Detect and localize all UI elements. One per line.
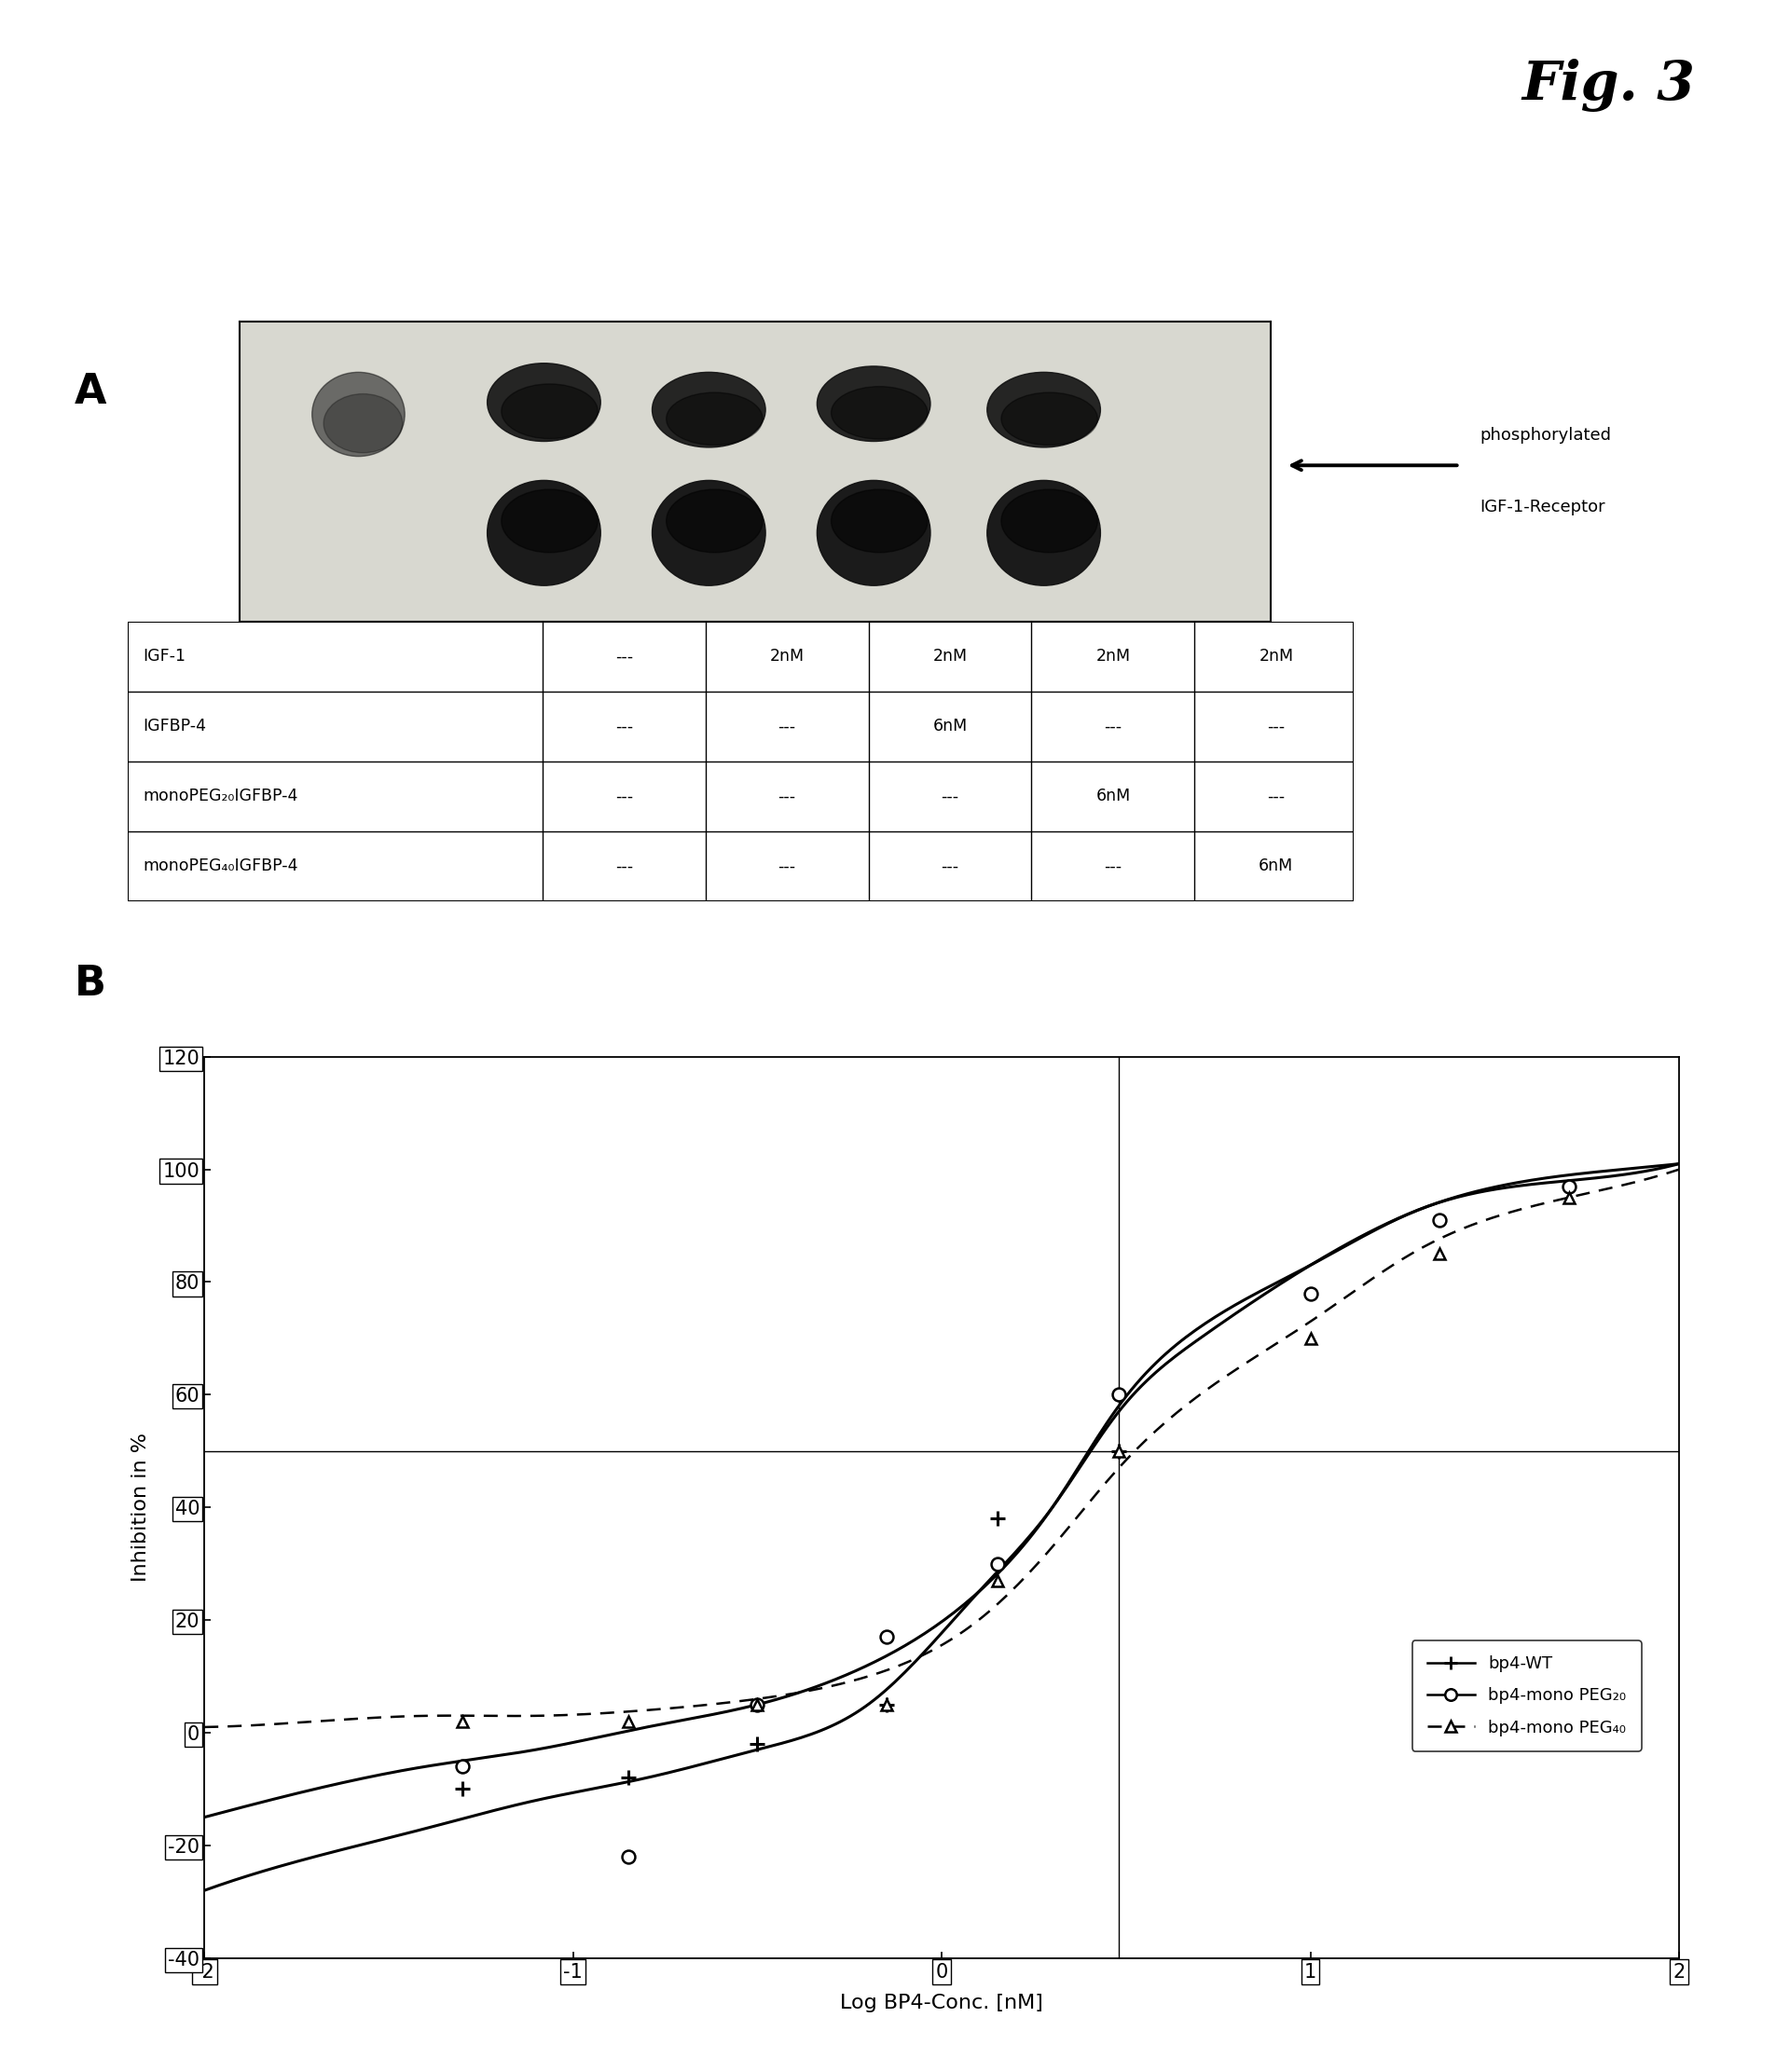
Text: 2nM: 2nM	[1257, 649, 1293, 665]
Ellipse shape	[1000, 489, 1098, 553]
Text: ---: ---	[941, 858, 959, 874]
bp4-WT	[746, 1732, 767, 1757]
Text: 2nM: 2nM	[1096, 649, 1130, 665]
bp4-WT	[1108, 1438, 1130, 1463]
Ellipse shape	[666, 489, 762, 553]
bp4-mono PEG₄₀	[618, 1709, 639, 1734]
bp4-mono PEG₂₀	[1428, 1208, 1449, 1233]
Legend: bp4-WT, bp4-mono PEG₂₀, bp4-mono PEG₄₀: bp4-WT, bp4-mono PEG₂₀, bp4-mono PEG₄₀	[1412, 1641, 1641, 1751]
Line: bp4-mono PEG₂₀: bp4-mono PEG₂₀	[456, 1179, 1574, 1863]
Ellipse shape	[987, 373, 1099, 448]
Text: ---: ---	[614, 787, 632, 804]
Ellipse shape	[501, 489, 597, 553]
Ellipse shape	[987, 481, 1099, 586]
Text: ---: ---	[1103, 719, 1121, 736]
bp4-mono PEG₂₀	[451, 1755, 472, 1780]
bp4-mono PEG₄₀	[1428, 1241, 1449, 1266]
bp4-mono PEG₂₀	[1298, 1280, 1320, 1305]
Text: 6nM: 6nM	[1096, 787, 1130, 804]
Ellipse shape	[666, 392, 762, 445]
bp4-mono PEG₄₀	[451, 1709, 472, 1734]
bp4-mono PEG₄₀	[986, 1569, 1007, 1593]
Y-axis label: Inhibition in %: Inhibition in %	[131, 1434, 149, 1581]
bp4-mono PEG₂₀	[746, 1693, 767, 1718]
bp4-WT	[451, 1776, 472, 1801]
Line: bp4-WT: bp4-WT	[455, 1444, 1126, 1796]
bp4-WT	[876, 1693, 897, 1718]
Ellipse shape	[831, 489, 927, 553]
Text: IGF-1-Receptor: IGF-1-Receptor	[1479, 499, 1604, 516]
bp4-mono PEG₄₀	[1558, 1185, 1579, 1210]
bp4-mono PEG₄₀	[876, 1693, 897, 1718]
Text: 6nM: 6nM	[932, 719, 966, 736]
bp4-mono PEG₂₀	[618, 1844, 639, 1869]
Text: ---: ---	[1266, 787, 1284, 804]
Text: ---: ---	[614, 649, 632, 665]
bp4-mono PEG₂₀	[1558, 1175, 1579, 1200]
Text: ---: ---	[941, 787, 959, 804]
bp4-WT	[618, 1765, 639, 1790]
Text: IGFBP-4: IGFBP-4	[142, 719, 206, 736]
bp4-mono PEG₄₀	[746, 1693, 767, 1718]
bp4-mono PEG₄₀	[1108, 1438, 1130, 1463]
bp4-mono PEG₂₀	[876, 1624, 897, 1649]
Ellipse shape	[817, 481, 931, 586]
bp4-mono PEG₄₀	[1298, 1326, 1320, 1351]
Ellipse shape	[817, 367, 931, 441]
Ellipse shape	[501, 383, 597, 439]
Ellipse shape	[652, 481, 765, 586]
Text: ---: ---	[778, 787, 796, 804]
Ellipse shape	[487, 481, 600, 586]
Ellipse shape	[313, 373, 405, 456]
Text: A: A	[75, 371, 107, 412]
Text: ---: ---	[614, 858, 632, 874]
Text: Fig. 3: Fig. 3	[1520, 58, 1694, 112]
bp4-mono PEG₂₀	[1108, 1382, 1130, 1407]
Text: ---: ---	[1103, 858, 1121, 874]
Ellipse shape	[1000, 392, 1098, 445]
Ellipse shape	[831, 387, 927, 439]
Text: 2nM: 2nM	[769, 649, 805, 665]
Text: ---: ---	[778, 858, 796, 874]
Ellipse shape	[323, 394, 401, 454]
Text: IGF-1: IGF-1	[142, 649, 185, 665]
Text: phosphorylated: phosphorylated	[1479, 427, 1611, 443]
Ellipse shape	[487, 363, 600, 441]
bp4-WT	[986, 1506, 1007, 1531]
Text: ---: ---	[614, 719, 632, 736]
Text: monoPEG₄₀IGFBP-4: monoPEG₄₀IGFBP-4	[142, 858, 298, 874]
Text: 6nM: 6nM	[1257, 858, 1293, 874]
bp4-mono PEG₂₀	[986, 1552, 1007, 1577]
X-axis label: Log BP4-Conc. [nM]: Log BP4-Conc. [nM]	[840, 1993, 1043, 2012]
Text: B: B	[75, 963, 107, 1005]
Ellipse shape	[652, 373, 765, 448]
Text: monoPEG₂₀IGFBP-4: monoPEG₂₀IGFBP-4	[142, 787, 298, 804]
Text: ---: ---	[778, 719, 796, 736]
Text: ---: ---	[1266, 719, 1284, 736]
Text: 2nM: 2nM	[932, 649, 966, 665]
Line: bp4-mono PEG₄₀: bp4-mono PEG₄₀	[456, 1191, 1574, 1728]
